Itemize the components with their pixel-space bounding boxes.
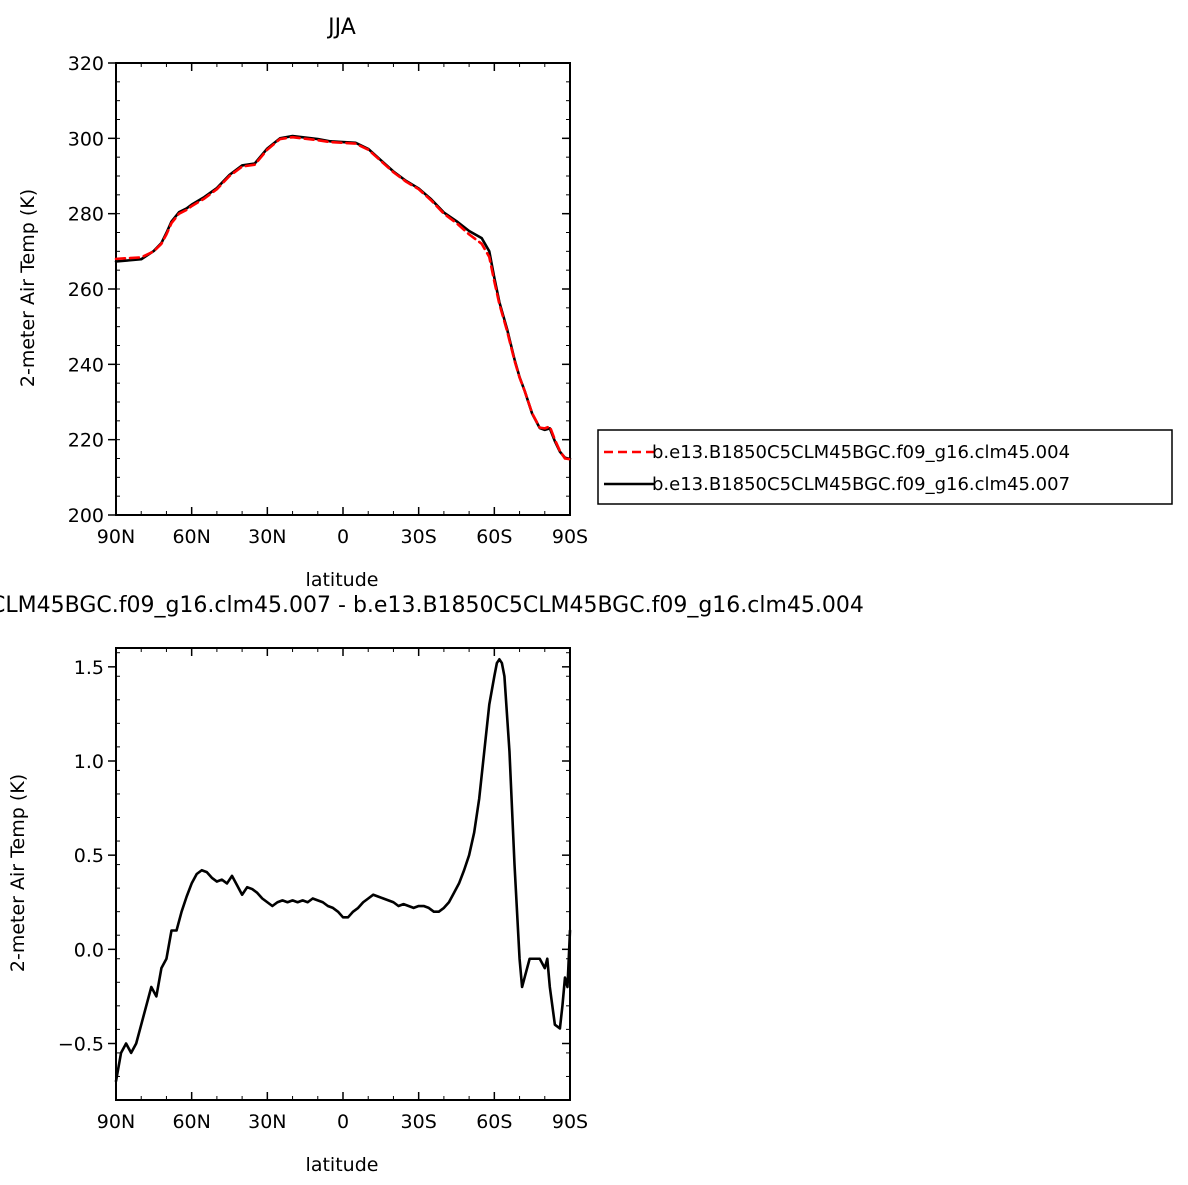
top-x-tick-label: 30S	[401, 526, 437, 548]
bottom-y-tick-label: −0.5	[58, 1034, 104, 1056]
top-chart-xlabel: latitude	[306, 569, 379, 591]
top-y-tick-label: 240	[68, 354, 104, 376]
bottom-chart-title: b.e13.B1850C5CLM45BGC.f09_g16.clm45.007 …	[0, 593, 864, 618]
top-y-tick-label: 200	[68, 505, 104, 527]
bottom-chart-xlabel: latitude	[306, 1154, 379, 1176]
bottom-x-tick-label: 60N	[172, 1111, 210, 1133]
top-x-tick-label: 30N	[248, 526, 286, 548]
bottom-x-tick-label: 90S	[552, 1111, 588, 1133]
top-y-tick-label: 320	[68, 53, 104, 75]
top-chart: 90N 60N 30N 0 30S 60S 90S 200 220 240 260 280 300 320	[68, 53, 588, 548]
top-y-tick-label: 220	[68, 430, 104, 452]
top-series-line-1	[114, 134, 572, 461]
bottom-y-tick-label: 0.5	[74, 845, 104, 867]
bottom-x-tick-label: 30S	[401, 1111, 437, 1133]
bottom-x-tick-label: 0	[337, 1111, 349, 1133]
top-y-tick-label: 260	[68, 279, 104, 301]
top-x-tick-label: 60N	[172, 526, 210, 548]
bottom-chart: 90N 60N 30N 0 30S 60S 90S −0.5 0.0 0.5 1.0 1.5	[58, 647, 588, 1133]
top-plot-frame	[115, 62, 571, 516]
top-series-line-0	[114, 135, 572, 461]
top-chart-title: JJA	[326, 15, 356, 40]
top-y-tick-label: 300	[68, 128, 104, 150]
bottom-y-tick-label: 0.0	[74, 939, 104, 961]
legend-label-007: b.e13.B1850C5CLM45BGC.f09_g16.clm45.007	[652, 474, 1070, 495]
top-x-tick-label: 90N	[97, 526, 135, 548]
top-y-tick-label: 280	[68, 204, 104, 226]
bottom-x-tick-label: 30N	[248, 1111, 286, 1133]
bottom-y-tick-label: 1.0	[74, 751, 104, 773]
bottom-chart-ylabel: 2-meter Air Temp (K)	[7, 774, 29, 972]
top-x-tick-label: 90S	[552, 526, 588, 548]
top-chart-ylabel: 2-meter Air Temp (K)	[17, 189, 39, 387]
bottom-x-tick-label: 60S	[476, 1111, 512, 1133]
bottom-plot-frame	[115, 647, 571, 1101]
top-x-tick-label: 60S	[476, 526, 512, 548]
top-x-tick-label: 0	[337, 526, 349, 548]
legend-box	[597, 429, 1173, 505]
legend-label-004: b.e13.B1850C5CLM45BGC.f09_g16.clm45.004	[652, 442, 1070, 463]
bottom-x-tick-label: 90N	[97, 1111, 135, 1133]
bottom-series-line-0	[114, 657, 572, 1083]
bottom-y-tick-label: 1.5	[74, 657, 104, 679]
